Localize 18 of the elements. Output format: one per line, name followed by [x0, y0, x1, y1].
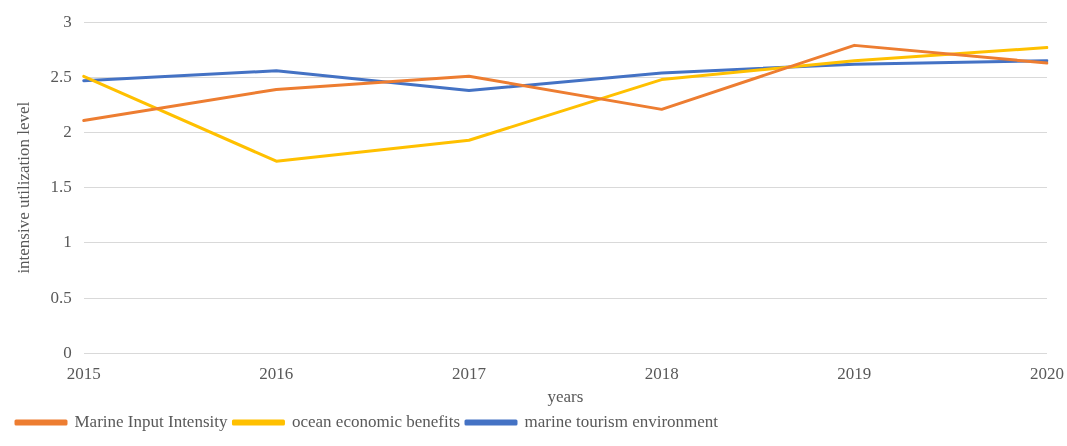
- x-tick-label: 2015: [66, 363, 101, 383]
- y-tick-label: 2.5: [50, 66, 72, 86]
- legend-label: ocean economic benefits: [291, 411, 461, 431]
- y-axis-title: intensive utilization level: [13, 101, 33, 274]
- x-tick-label: 2020: [1030, 363, 1064, 383]
- y-tick-label: 3: [63, 11, 72, 31]
- x-tick-label: 2016: [259, 363, 294, 383]
- legend-label: marine tourism environment: [524, 411, 719, 431]
- legend-label: Marine Input Intensity: [74, 411, 228, 431]
- y-tick-label: 1.5: [50, 177, 72, 197]
- x-tick-label: 2019: [837, 363, 872, 383]
- x-tick-label: 2018: [644, 363, 679, 383]
- y-tick-label: 2: [63, 122, 72, 141]
- x-tick-label: 2017: [451, 363, 487, 383]
- y-tick-label: 0: [63, 342, 72, 362]
- y-tick-label: 1: [63, 232, 72, 252]
- y-tick-label: 0.5: [50, 287, 72, 307]
- x-axis-title: years: [547, 387, 584, 407]
